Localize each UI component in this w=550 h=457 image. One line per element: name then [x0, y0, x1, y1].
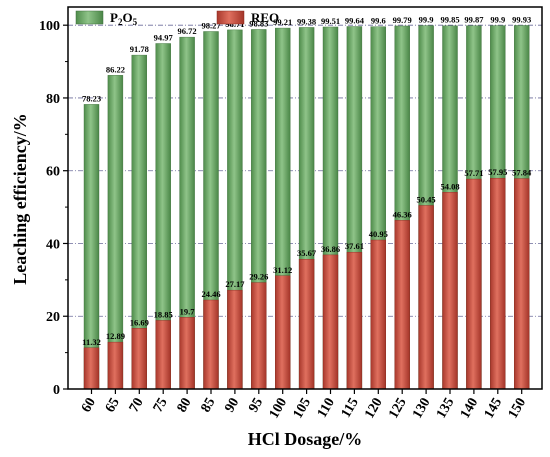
y-tick-label: 80: [46, 92, 60, 107]
x-tick-label-85: 85: [198, 396, 218, 416]
label-p2o5-100: 99.21: [273, 17, 292, 27]
label-p2o5-70: 91.78: [130, 44, 149, 54]
bar-reo-100: [275, 275, 291, 390]
label-p2o5-145: 99.9: [490, 15, 505, 25]
label-reo-150: 57.84: [512, 168, 532, 178]
bar-reo-70: [131, 328, 148, 390]
label-reo-145: 57.95: [488, 167, 507, 177]
x-tick-label-145: 145: [482, 396, 505, 422]
legend-item-reo: REO: [216, 10, 279, 25]
label-reo-95: 29.26: [249, 272, 268, 282]
bar-reo-95: [251, 282, 267, 390]
x-tick-label-140: 140: [458, 396, 481, 422]
bar-reo-150: [514, 178, 530, 390]
x-tick-label-100: 100: [267, 396, 290, 422]
bar-reo-105: [298, 259, 315, 390]
label-reo-80: 19.7: [180, 306, 196, 316]
label-p2o5-65: 86.22: [106, 64, 125, 74]
x-tick-label-120: 120: [362, 396, 385, 422]
label-p2o5-125: 99.79: [393, 15, 412, 25]
y-tick-label: 0: [53, 383, 60, 398]
x-tick-label-105: 105: [291, 396, 314, 422]
label-reo-65: 12.89: [106, 331, 125, 341]
bar-reo-125: [394, 220, 410, 390]
bar-reo-140: [466, 178, 482, 390]
label-reo-125: 46.36: [393, 209, 412, 219]
bar-reo-135: [442, 192, 458, 390]
y-tick-label: 40: [46, 237, 60, 252]
y-tick-label: 20: [46, 310, 60, 325]
data-labels: 78.23 11.32 86.22 12.89 91.78 16.69 94.97 18.85…: [82, 14, 532, 346]
legend-label-p2o5: P2O5: [110, 10, 138, 27]
label-reo-130: 50.45: [417, 194, 436, 204]
label-p2o5-130: 99.9: [419, 15, 434, 25]
label-p2o5-135: 99.85: [440, 15, 459, 25]
bar-reo-110: [322, 254, 339, 390]
label-reo-115: 37.61: [345, 241, 364, 251]
label-p2o5-140: 99.87: [464, 15, 484, 25]
label-p2o5-95: 98.83: [249, 18, 268, 28]
label-p2o5-110: 99.51: [321, 16, 340, 26]
y-tick-label: 100: [39, 19, 60, 34]
bar-reo-145: [490, 177, 506, 390]
x-tick-label-70: 70: [127, 396, 147, 416]
y-axis: 0 20 40 60 80 100: [39, 19, 68, 398]
label-reo-120: 40.95: [369, 229, 388, 239]
label-reo-105: 35.67: [297, 248, 317, 258]
y-axis-title: Leaching efficiency/%: [10, 113, 30, 284]
plot-area: 78.23 11.32 86.22 12.89 91.78 16.69 94.97 18.85…: [67, 6, 543, 390]
legend-label-reo: REO: [251, 10, 279, 25]
bar-reo-75: [155, 320, 171, 390]
bar-reo-60: [83, 347, 100, 390]
label-p2o5-150: 99.93: [512, 14, 531, 24]
x-axis-title: HCl Dosage/%: [248, 429, 363, 449]
plot-frame: [67, 6, 543, 390]
legend-item-p2o5: P2O5: [75, 10, 138, 27]
legend-swatch-p2o5: [75, 10, 104, 25]
x-tick-label-150: 150: [506, 396, 529, 422]
label-reo-75: 18.85: [154, 309, 173, 319]
bars: [83, 25, 530, 390]
label-p2o5-60: 78.23: [82, 93, 101, 103]
x-tick-label-75: 75: [151, 396, 171, 416]
label-reo-70: 16.69: [130, 317, 149, 327]
label-reo-135: 54.08: [440, 181, 459, 191]
legend: P2O5 REO: [75, 10, 279, 27]
x-tick-label-65: 65: [103, 396, 123, 416]
y-tick-label: 60: [46, 165, 60, 180]
bar-reo-130: [418, 205, 434, 390]
x-tick-label-95: 95: [246, 396, 266, 416]
bar-reo-85: [203, 299, 219, 390]
x-tick-label-115: 115: [339, 396, 362, 421]
label-reo-140: 57.71: [464, 168, 483, 178]
bar-reo-115: [346, 251, 363, 390]
x-tick-label-60: 60: [79, 396, 99, 416]
x-tick-label-80: 80: [175, 396, 195, 416]
label-reo-85: 24.46: [201, 289, 220, 299]
bar-reo-90: [227, 289, 243, 390]
x-tick-label-135: 135: [434, 396, 457, 422]
label-p2o5-115: 99.64: [345, 16, 365, 26]
bar-reo-65: [107, 341, 124, 390]
x-tick-label-90: 90: [222, 396, 242, 416]
label-reo-100: 31.12: [273, 265, 292, 275]
label-reo-90: 27.17: [225, 279, 245, 289]
label-p2o5-120: 99.6: [371, 16, 386, 26]
label-p2o5-75: 94.97: [154, 32, 174, 42]
label-p2o5-105: 99.38: [297, 16, 316, 26]
x-tick-label-110: 110: [315, 396, 338, 421]
x-tick-label-125: 125: [386, 396, 409, 422]
label-reo-60: 11.32: [82, 337, 101, 347]
x-axis: 60 65 70 75 80 85 90 95 100 105 110 115 120 125 130 135…: [79, 389, 529, 421]
label-p2o5-85: 98.27: [201, 20, 221, 30]
label-reo-110: 36.86: [321, 244, 340, 254]
x-tick-label-130: 130: [410, 396, 433, 422]
bar-reo-120: [370, 239, 386, 390]
bar-reo-80: [179, 317, 195, 390]
legend-swatch-reo: [216, 10, 245, 25]
label-p2o5-80: 96.72: [178, 26, 197, 36]
